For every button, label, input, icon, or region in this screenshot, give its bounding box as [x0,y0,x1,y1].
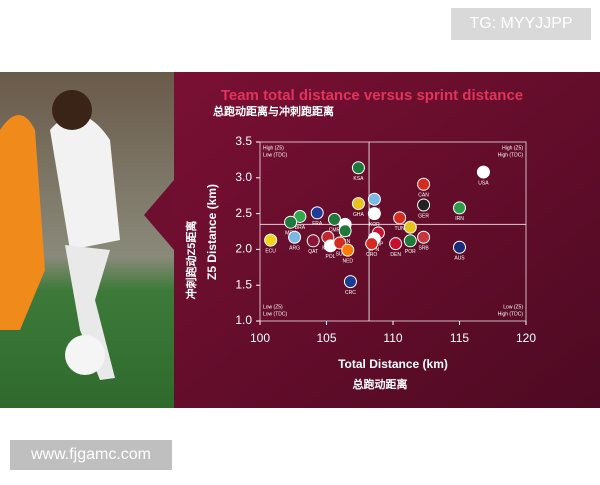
watermark: www.fjgamc.com [30,446,151,463]
point-label: POL [325,254,335,260]
y-tick-label: 1.0 [235,313,252,327]
team-point [365,237,379,251]
team-point [453,240,466,254]
point-label: SRB [418,246,429,252]
point-label: FRA [312,221,323,227]
team-point [264,233,278,247]
point-label: ECU [265,248,276,254]
y-axis-label-cn: 冲刺跑动Z5距离 [184,221,198,300]
point-label: CRC [345,290,356,296]
quadrant-label: Low (Z5) [503,304,523,310]
team-point [403,220,417,234]
point-label: CMR [329,228,341,234]
point-label: CAN [418,193,429,199]
quadrant-label: Low (Z5) [263,304,283,310]
team-point [284,215,298,229]
point-label: TUN [395,226,406,232]
x-axis-label-cn: 总跑动距离 [353,377,408,391]
team-point [393,211,407,225]
chart-panel [174,72,600,408]
quadrant-label: Low (TDC) [263,152,288,158]
x-tick-label: 110 [383,331,402,345]
y-tick-label: 1.5 [235,277,252,291]
team-point [453,201,466,215]
watermark: TG: MYYJJPP [469,15,572,32]
y-axis-label: Z5 Distance (km) [205,184,219,280]
y-tick-label: 3.5 [235,134,252,148]
team-point [343,275,357,289]
team-point [367,207,381,221]
point-label: QAT [308,249,318,255]
point-label: ARG [289,246,300,252]
x-tick-label: 100 [250,331,270,345]
chart-subtitle: 总跑动距离与冲刺跑距离 [213,104,334,118]
team-point [306,234,320,248]
y-tick-label: 3.0 [235,170,252,184]
team-point [389,237,403,251]
y-tick-label: 2.5 [235,206,252,220]
team-point [288,230,302,244]
point-label: POR [405,249,416,255]
team-point [351,197,365,211]
team-point [338,224,352,238]
point-label: SUI [336,251,344,257]
quadrant-label: Low (TDC) [263,311,288,317]
team-point [417,230,431,244]
point-label: NED [342,258,353,264]
team-point [341,243,355,257]
watermark-box [451,8,591,40]
point-label: AUS [454,256,465,262]
photo [0,72,174,408]
point-label: BRA [295,225,306,231]
quadrant-label: High (Z5) [502,145,523,151]
point-label: ESP [373,241,384,247]
point-label: GHA [353,212,365,218]
quadrant-label: High (TDC) [498,152,524,158]
team-point [367,192,381,206]
team-point [417,198,431,212]
point-label: KSA [353,176,364,182]
team-point [310,206,324,220]
x-tick-label: 105 [316,331,336,345]
point-label: CRO [366,252,377,258]
x-axis-label: Total Distance (km) [338,357,448,371]
quadrant-label: High (Z5) [263,145,284,151]
team-point [327,212,341,226]
quadrant-label: High (TDC) [498,311,524,317]
point-label: JPN [370,247,380,253]
team-point [351,161,365,175]
chart-title: Team total distance versus sprint distan… [221,87,523,104]
team-point [476,165,490,179]
team-point [403,234,417,248]
pointer [144,180,174,250]
x-tick-label: 115 [450,331,469,345]
team-point [293,209,307,223]
point-label: DEN [390,252,401,258]
point-label: IRN [455,216,464,222]
team-point [417,177,431,191]
x-tick-label: 120 [516,331,536,345]
point-label: KOR [369,222,380,228]
watermark-box [10,440,172,470]
y-tick-label: 2.0 [235,242,252,256]
point-label: USA [478,180,489,186]
point-label: GER [418,213,429,219]
